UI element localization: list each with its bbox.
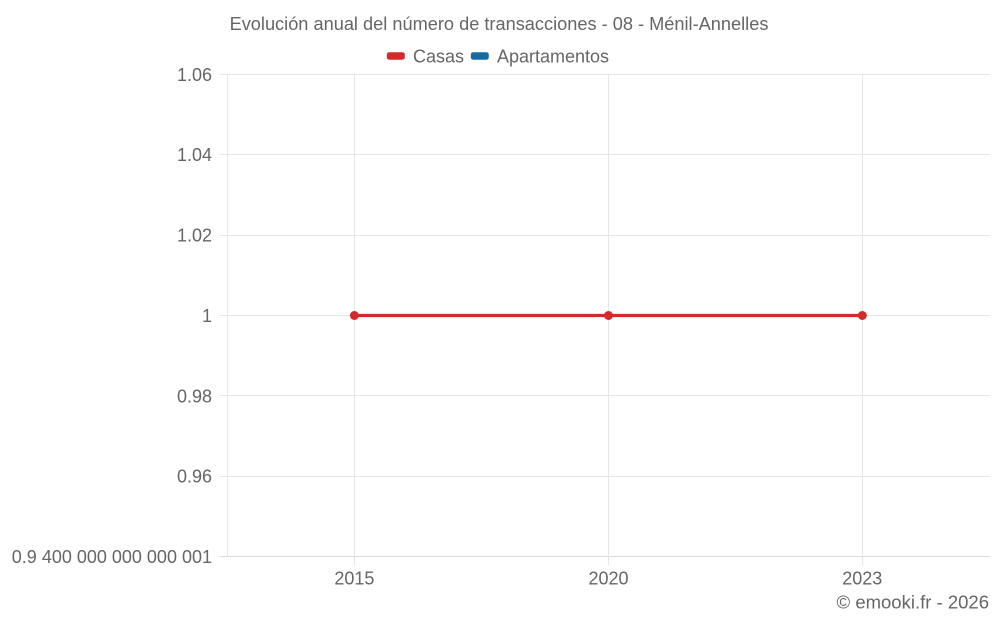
svg-text:2023: 2023 bbox=[842, 569, 882, 589]
svg-text:Casas: Casas bbox=[413, 46, 464, 66]
svg-text:1.02: 1.02 bbox=[177, 226, 212, 246]
svg-text:1: 1 bbox=[202, 306, 212, 326]
svg-text:Evolución anual del número de: Evolución anual del número de transaccio… bbox=[230, 14, 769, 34]
svg-text:© emooki.fr - 2026: © emooki.fr - 2026 bbox=[837, 592, 989, 613]
svg-text:0.96: 0.96 bbox=[177, 467, 212, 487]
svg-text:Apartamentos: Apartamentos bbox=[497, 46, 609, 66]
svg-text:2015: 2015 bbox=[334, 569, 374, 589]
svg-text:0.9 400 000 000 000 001: 0.9 400 000 000 000 001 bbox=[12, 547, 212, 567]
svg-text:1.04: 1.04 bbox=[177, 145, 212, 165]
svg-text:0.98: 0.98 bbox=[177, 386, 212, 406]
svg-text:1.06: 1.06 bbox=[177, 65, 212, 85]
svg-text:2020: 2020 bbox=[588, 569, 628, 589]
